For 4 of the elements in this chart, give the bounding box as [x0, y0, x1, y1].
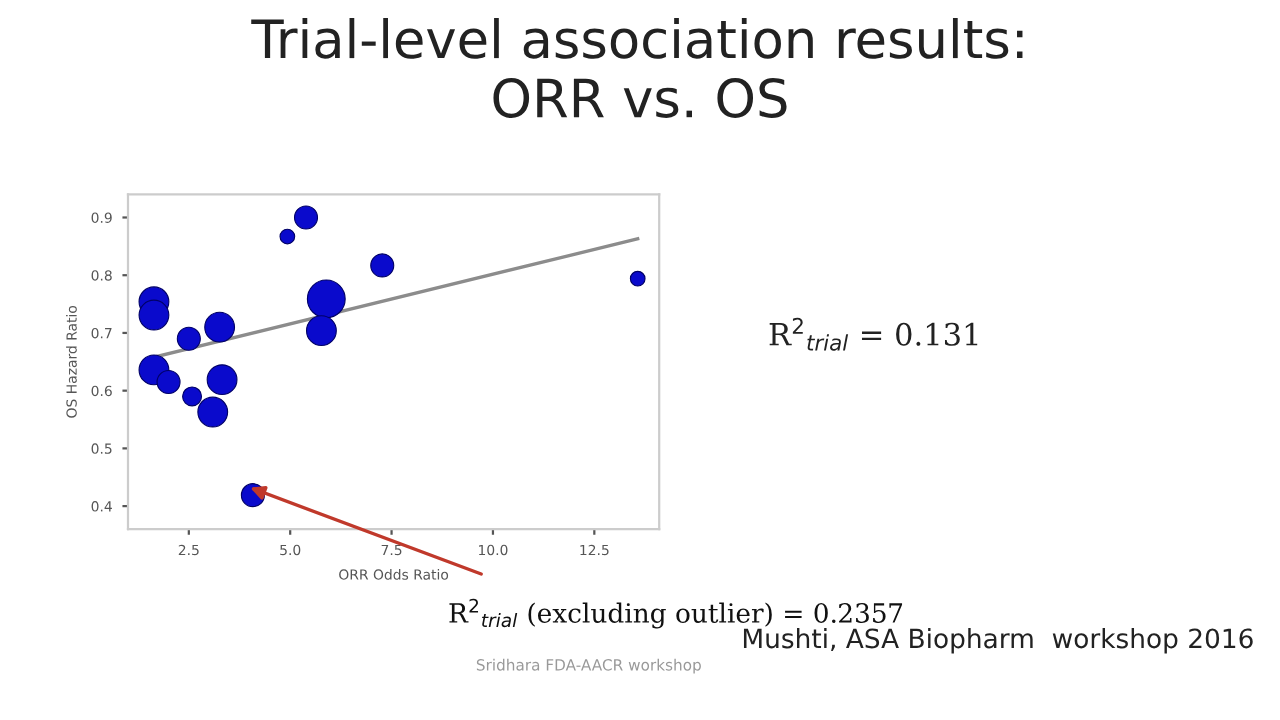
text: R$^{2}$$_{trial}$ = 0.131: [769, 317, 978, 351]
chart-title: Trial-level association results: ORR vs. OS: [251, 18, 1023, 118]
text: Mushti, ASA Biopharm workshop 2016: [743, 627, 1253, 654]
text: R$^{2}$$_{trial}$ (excluding outlier) = 0.2357: [449, 598, 903, 629]
